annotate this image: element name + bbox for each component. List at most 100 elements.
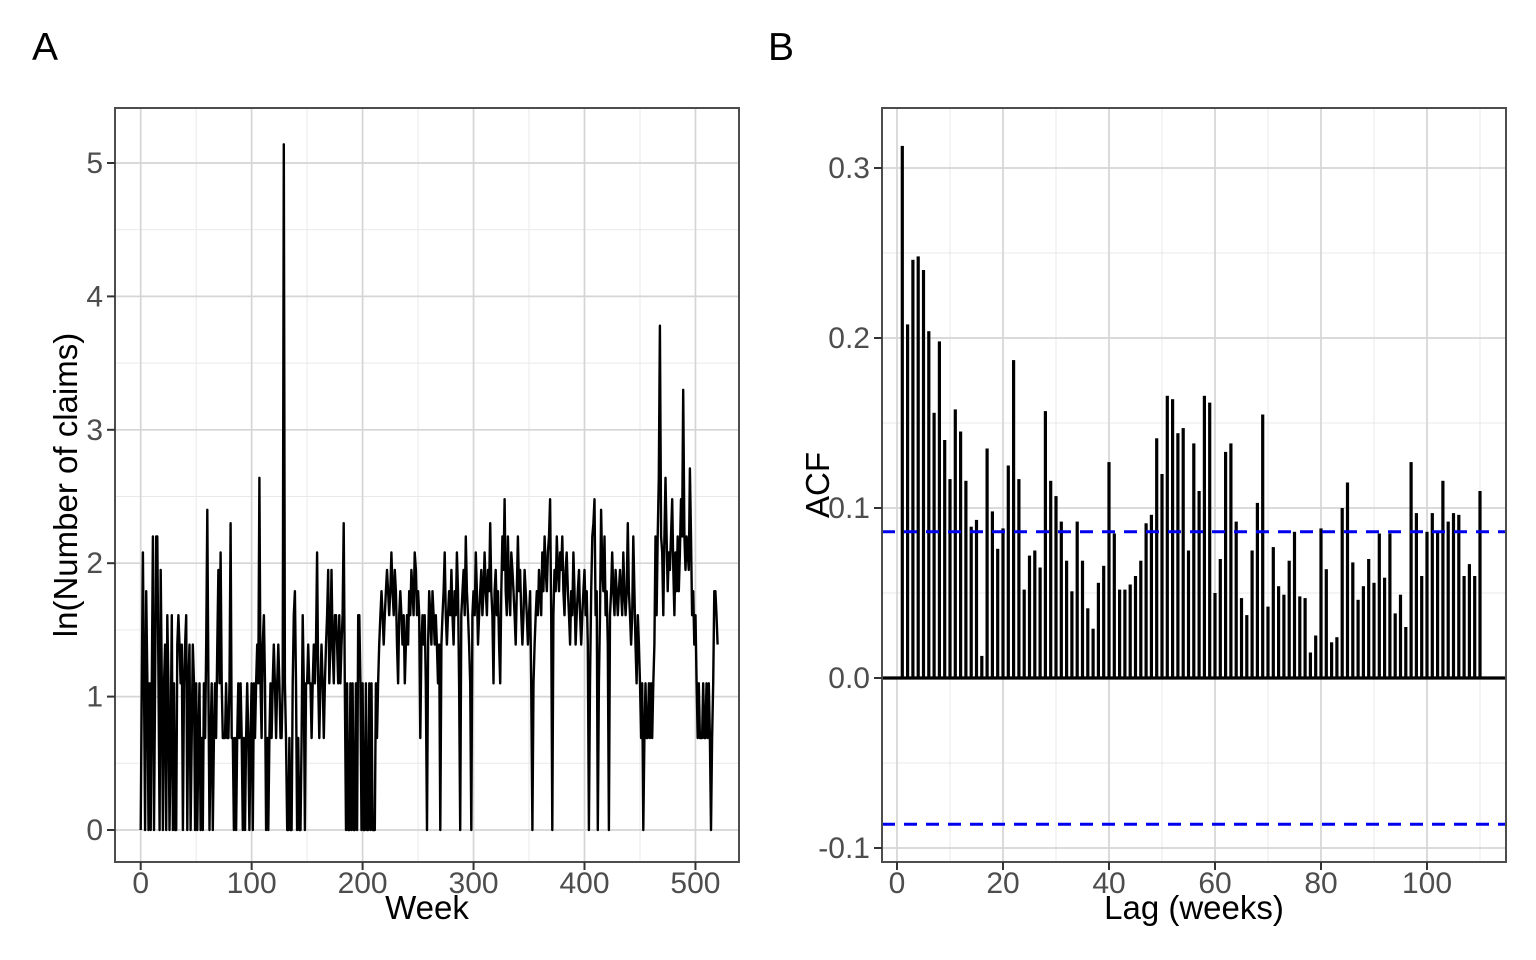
acf-bar	[1436, 531, 1440, 678]
x-tick-label: 0	[889, 867, 906, 900]
acf-bar	[1054, 496, 1058, 678]
acf-bar	[1043, 411, 1047, 678]
acf-bar	[1250, 550, 1254, 678]
axis-title-y-a: ln(Number of claims)	[47, 332, 84, 638]
acf-bar	[1271, 547, 1275, 678]
acf-bar	[1356, 599, 1360, 678]
acf-bar	[1139, 560, 1143, 678]
acf-bar	[1038, 567, 1042, 678]
acf-bar	[1239, 598, 1244, 678]
acf-bar	[1160, 474, 1164, 678]
x-tick-label: 60	[1198, 867, 1231, 900]
acf-bar	[948, 479, 952, 678]
acf-bar	[1091, 628, 1095, 678]
acf-bar	[1102, 565, 1106, 678]
acf-bar	[1155, 438, 1159, 678]
acf-bar	[1478, 491, 1482, 678]
acf-bar	[1022, 589, 1026, 678]
acf-bar	[1473, 576, 1477, 678]
x-tick-label: 0	[132, 867, 149, 900]
acf-bar	[1080, 560, 1085, 678]
y-tick-label: 0.2	[828, 322, 870, 355]
panel-tag-a: A	[32, 26, 59, 69]
acf-bar	[1149, 514, 1153, 678]
acf-bar	[1181, 428, 1185, 678]
acf-bar	[1446, 521, 1450, 678]
acf-bar	[1218, 559, 1222, 678]
acf-bar	[1118, 589, 1122, 678]
acf-bar	[1393, 613, 1397, 678]
x-tick-label: 80	[1304, 867, 1337, 900]
axis-title-x-b: Lag (weeks)	[1104, 889, 1284, 926]
acf-bar	[921, 270, 926, 678]
acf-bar	[1096, 582, 1100, 678]
acf-bar	[1261, 414, 1265, 678]
acf-bar	[1457, 514, 1461, 678]
acf-bar	[1414, 513, 1418, 678]
y-tick-label: 4	[86, 280, 103, 313]
acf-bar	[911, 259, 915, 678]
acf-bar	[943, 440, 947, 678]
acf-bar	[1197, 491, 1201, 678]
x-tick-label: 500	[670, 867, 720, 900]
y-tick-label: 5	[86, 147, 103, 180]
acf-bar	[1075, 521, 1079, 678]
acf-bar	[927, 331, 931, 678]
acf-bar	[1176, 433, 1180, 678]
y-tick-label: 0.1	[828, 492, 870, 525]
acf-bar	[1377, 533, 1381, 678]
acf-bar	[1298, 596, 1302, 678]
axis-title-y-b: ACF	[799, 452, 836, 518]
acf-bar	[1144, 523, 1148, 678]
y-tick-label: 0.0	[828, 662, 870, 695]
acf-bar	[1006, 465, 1010, 678]
acf-bar	[1425, 531, 1429, 678]
y-tick-label: 0	[86, 814, 103, 847]
acf-bar	[1351, 562, 1355, 678]
panel-border	[881, 107, 1507, 863]
acf-bar	[1335, 637, 1339, 678]
acf-bar	[1388, 533, 1392, 678]
panel-border	[114, 107, 740, 863]
acf-bar	[1462, 576, 1466, 678]
acf-bar	[1330, 642, 1334, 678]
acf-bar	[906, 324, 910, 678]
acf-bar	[1277, 586, 1281, 678]
acf-bar	[1107, 462, 1111, 678]
y-tick-label: 1	[86, 681, 103, 714]
acf-bar	[1308, 652, 1312, 678]
acf-bar	[1266, 606, 1270, 678]
acf-bar	[1112, 533, 1116, 678]
acf-bar	[1049, 480, 1053, 678]
acf-bar	[1128, 584, 1132, 678]
acf-bar	[1192, 443, 1196, 678]
acf-bar	[1441, 480, 1445, 678]
acf-bar	[1282, 594, 1286, 678]
acf-bar	[1420, 576, 1424, 678]
x-tick-label: 400	[559, 867, 609, 900]
x-tick-label: 200	[338, 867, 388, 900]
acf-bar	[1208, 402, 1212, 678]
acf-bar	[1324, 569, 1328, 678]
acf-bar	[1372, 582, 1376, 678]
axis-title-x-a: Week	[385, 889, 469, 926]
acf-bar	[1467, 564, 1471, 678]
acf-bar	[900, 145, 904, 678]
acf-bar	[1202, 395, 1206, 678]
acf-bar	[1383, 577, 1387, 678]
acf-bar	[1345, 482, 1350, 678]
x-tick-label: 20	[986, 867, 1019, 900]
acf-bar	[1123, 589, 1127, 678]
acf-bar	[1367, 559, 1371, 678]
acf-bar	[1070, 591, 1074, 678]
acf-bar	[1065, 560, 1069, 678]
acf-bar	[953, 409, 957, 678]
acf-bar	[1213, 593, 1217, 678]
acf-bar	[1059, 521, 1063, 678]
acf-bar	[1133, 576, 1138, 678]
acf-bar	[964, 480, 968, 678]
acf-bar	[916, 256, 920, 678]
acf-bar	[1361, 586, 1365, 678]
